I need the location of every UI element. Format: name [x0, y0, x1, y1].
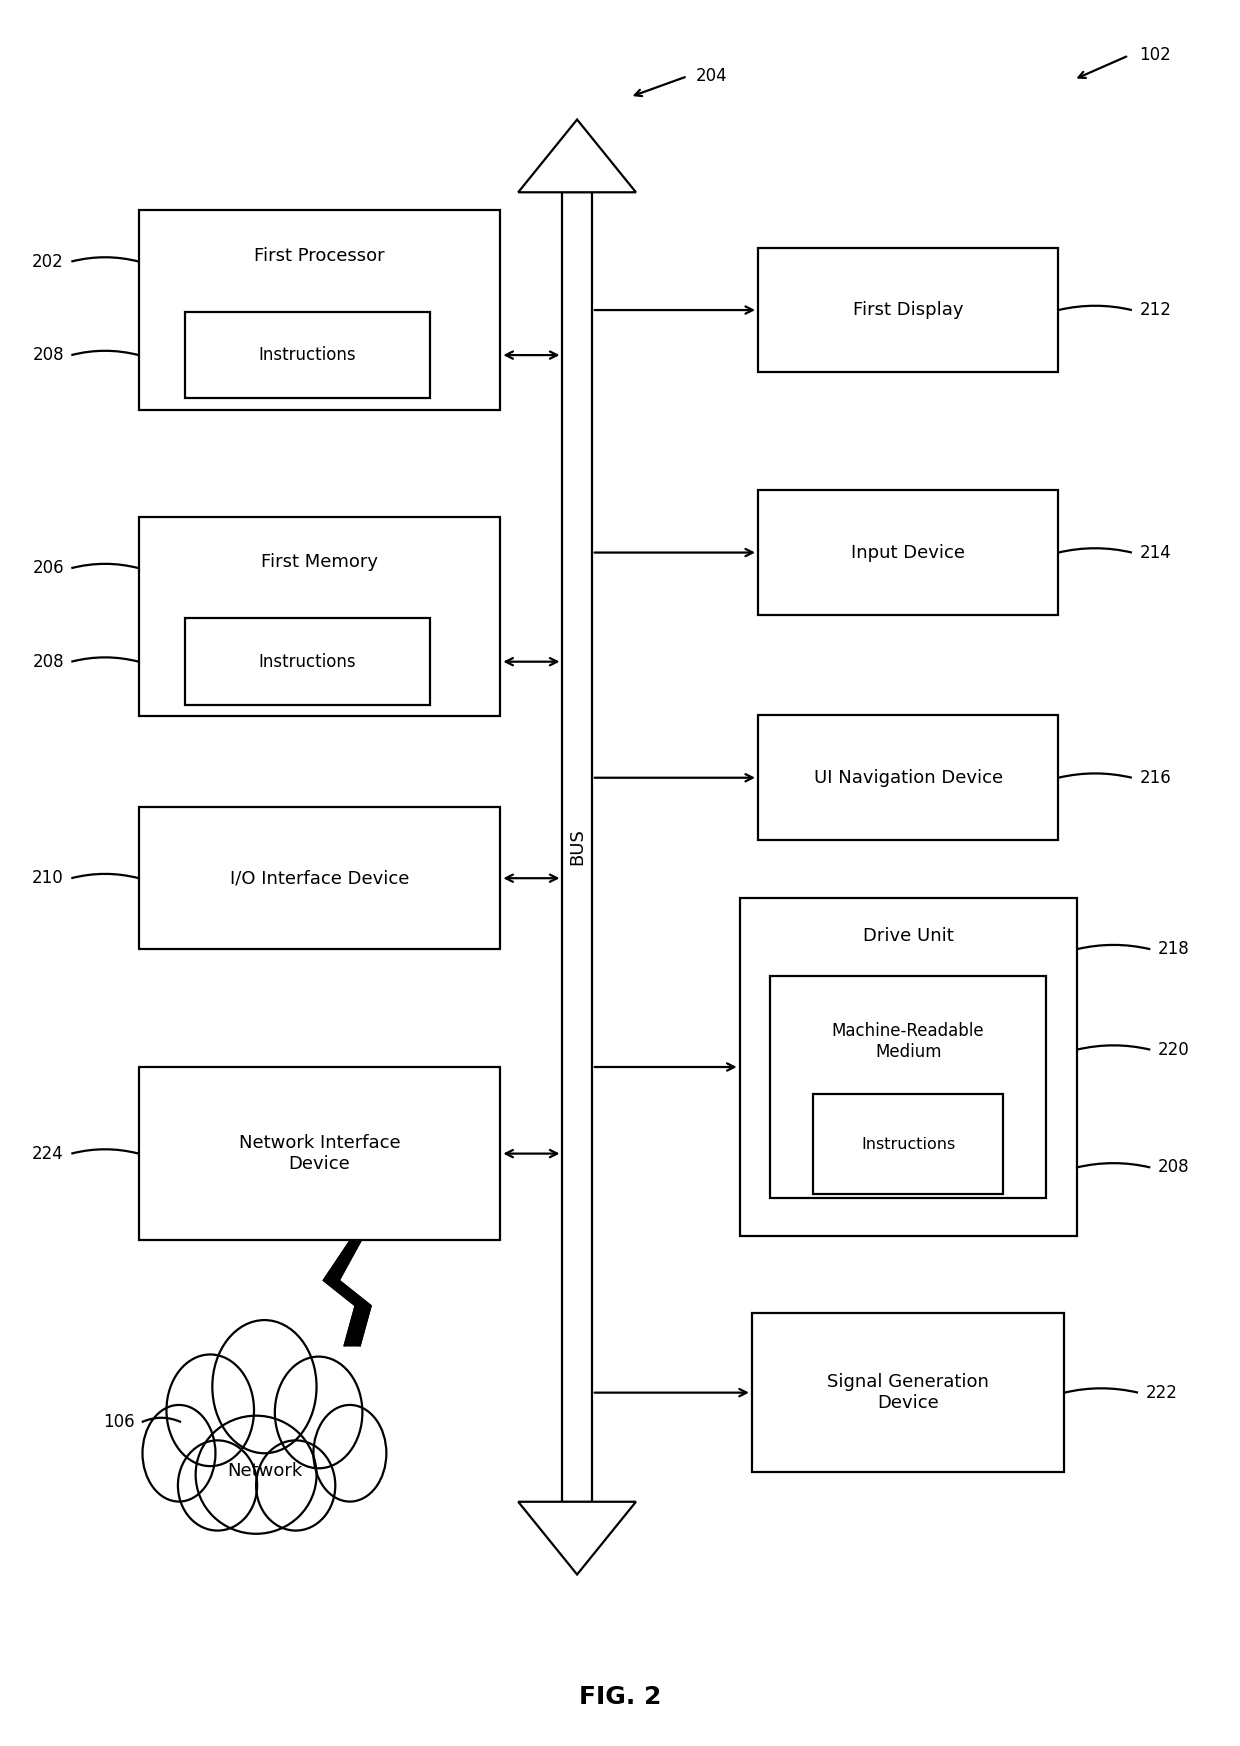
Ellipse shape [166, 1355, 254, 1467]
Text: Network Interface
Device: Network Interface Device [239, 1135, 401, 1173]
FancyBboxPatch shape [563, 192, 591, 1502]
Text: 218: 218 [1158, 939, 1189, 959]
Text: I/O Interface Device: I/O Interface Device [229, 870, 409, 887]
Polygon shape [518, 119, 636, 192]
Text: Machine-Readable
Medium: Machine-Readable Medium [832, 1023, 985, 1062]
Text: 204: 204 [696, 68, 728, 86]
FancyBboxPatch shape [813, 1093, 1003, 1194]
Text: Drive Unit: Drive Unit [863, 927, 954, 945]
FancyBboxPatch shape [758, 248, 1058, 372]
Ellipse shape [257, 1440, 335, 1531]
Text: First Processor: First Processor [254, 246, 384, 264]
Ellipse shape [314, 1406, 387, 1502]
Text: 208: 208 [1158, 1158, 1189, 1177]
Text: 102: 102 [1138, 47, 1171, 65]
Text: Network: Network [227, 1461, 303, 1479]
Text: 106: 106 [103, 1413, 134, 1432]
Text: 222: 222 [1146, 1383, 1177, 1402]
Text: BUS: BUS [568, 829, 587, 866]
Text: 224: 224 [32, 1145, 64, 1163]
Ellipse shape [143, 1406, 216, 1502]
Text: Instructions: Instructions [258, 653, 356, 670]
Text: First Memory: First Memory [262, 553, 378, 571]
Ellipse shape [196, 1416, 316, 1533]
Text: UI Navigation Device: UI Navigation Device [813, 768, 1003, 787]
Text: Input Device: Input Device [851, 543, 965, 562]
Polygon shape [518, 1502, 636, 1575]
FancyBboxPatch shape [751, 1313, 1064, 1472]
Text: Instructions: Instructions [861, 1137, 955, 1152]
Text: Instructions: Instructions [258, 346, 356, 365]
Ellipse shape [177, 1440, 257, 1531]
Text: 216: 216 [1140, 768, 1171, 787]
Text: 220: 220 [1158, 1041, 1189, 1058]
FancyBboxPatch shape [185, 618, 430, 705]
Text: 210: 210 [32, 870, 64, 887]
Text: 202: 202 [32, 253, 64, 271]
Ellipse shape [275, 1357, 362, 1468]
Text: FIG. 2: FIG. 2 [579, 1685, 661, 1709]
FancyBboxPatch shape [139, 211, 501, 410]
FancyBboxPatch shape [185, 313, 430, 398]
Text: Signal Generation
Device: Signal Generation Device [827, 1374, 990, 1413]
FancyBboxPatch shape [758, 716, 1058, 840]
Text: 208: 208 [32, 346, 64, 365]
FancyBboxPatch shape [758, 491, 1058, 615]
FancyBboxPatch shape [139, 807, 501, 950]
FancyBboxPatch shape [139, 1067, 501, 1240]
FancyBboxPatch shape [739, 897, 1076, 1236]
FancyBboxPatch shape [770, 976, 1047, 1198]
FancyBboxPatch shape [139, 517, 501, 716]
Text: 208: 208 [32, 653, 64, 670]
Text: 206: 206 [32, 559, 64, 578]
Polygon shape [324, 1240, 371, 1346]
Text: 212: 212 [1140, 300, 1171, 320]
Ellipse shape [212, 1320, 316, 1453]
Text: 214: 214 [1140, 543, 1171, 562]
Text: First Display: First Display [853, 300, 963, 320]
